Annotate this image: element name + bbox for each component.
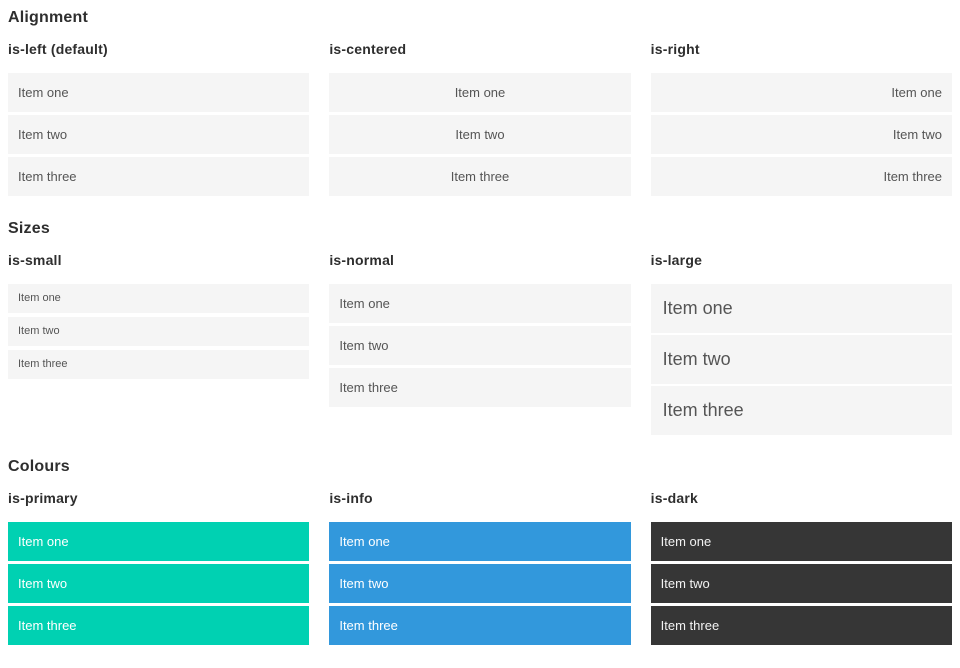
column-is-left: is-left (default) Item one Item two Item…	[8, 41, 310, 199]
column-is-large: is-large Item one Item two Item three	[650, 252, 952, 437]
column-header-is-normal: is-normal	[329, 252, 395, 268]
list-item: Item two	[329, 564, 631, 603]
section-title-sizes: Sizes	[8, 220, 50, 237]
list-item: Item one	[8, 284, 310, 313]
list-item: Item two	[329, 115, 631, 154]
list-item: Item one	[650, 522, 952, 561]
list-item: Item three	[8, 606, 310, 645]
column-is-dark: is-dark Item one Item two Item three	[650, 490, 952, 648]
column-header-is-large: is-large	[650, 252, 703, 268]
list-item: Item two	[8, 317, 310, 346]
columns-row-sizes: is-small Item one Item two Item three is…	[8, 252, 952, 437]
column-header-is-small: is-small	[8, 252, 62, 268]
columns-row-alignment: is-left (default) Item one Item two Item…	[8, 41, 952, 199]
item-list-info: Item one Item two Item three	[329, 522, 631, 645]
item-list-primary: Item one Item two Item three	[8, 522, 310, 645]
list-item: Item one	[8, 522, 310, 561]
columns-row-colours: is-primary Item one Item two Item three …	[8, 490, 952, 648]
list-item: Item two	[8, 564, 310, 603]
column-header-is-left: is-left (default)	[8, 41, 108, 57]
section-title-alignment: Alignment	[8, 9, 89, 26]
column-is-info: is-info Item one Item two Item three	[329, 490, 631, 648]
item-list-left: Item one Item two Item three	[8, 73, 310, 196]
list-item: Item two	[650, 335, 952, 384]
item-list-dark: Item one Item two Item three	[650, 522, 952, 645]
list-item: Item two	[650, 115, 952, 154]
column-header-is-right: is-right	[650, 41, 700, 57]
column-is-normal: is-normal Item one Item two Item three	[329, 252, 631, 410]
section-alignment: Alignment is-left (default) Item one Ite…	[8, 8, 952, 199]
column-header-is-dark: is-dark	[650, 490, 698, 506]
column-header-is-primary: is-primary	[8, 490, 78, 506]
item-list-small: Item one Item two Item three	[8, 284, 310, 379]
item-list-centered: Item one Item two Item three	[329, 73, 631, 196]
item-list-large: Item one Item two Item three	[650, 284, 952, 435]
list-item: Item two	[8, 115, 310, 154]
column-is-centered: is-centered Item one Item two Item three	[329, 41, 631, 199]
list-item: Item three	[650, 606, 952, 645]
list-component-demo-page: Alignment is-left (default) Item one Ite…	[8, 8, 952, 648]
column-header-is-centered: is-centered	[329, 41, 407, 57]
list-item: Item three	[329, 157, 631, 196]
list-item: Item one	[650, 284, 952, 333]
column-is-right: is-right Item one Item two Item three	[650, 41, 952, 199]
list-item: Item one	[8, 73, 310, 112]
list-item: Item two	[650, 564, 952, 603]
list-item: Item one	[329, 522, 631, 561]
list-item: Item three	[8, 157, 310, 196]
section-colours: Colours is-primary Item one Item two Ite…	[8, 457, 952, 648]
list-item: Item three	[329, 606, 631, 645]
list-item: Item two	[329, 326, 631, 365]
list-item: Item one	[329, 73, 631, 112]
item-list-normal: Item one Item two Item three	[329, 284, 631, 407]
section-title-colours: Colours	[8, 458, 70, 475]
column-is-primary: is-primary Item one Item two Item three	[8, 490, 310, 648]
list-item: Item three	[329, 368, 631, 407]
list-item: Item one	[329, 284, 631, 323]
list-item: Item one	[650, 73, 952, 112]
list-item: Item three	[650, 386, 952, 435]
column-header-is-info: is-info	[329, 490, 373, 506]
section-sizes: Sizes is-small Item one Item two Item th…	[8, 219, 952, 437]
list-item: Item three	[650, 157, 952, 196]
column-is-small: is-small Item one Item two Item three	[8, 252, 310, 383]
list-item: Item three	[8, 350, 310, 379]
item-list-right: Item one Item two Item three	[650, 73, 952, 196]
